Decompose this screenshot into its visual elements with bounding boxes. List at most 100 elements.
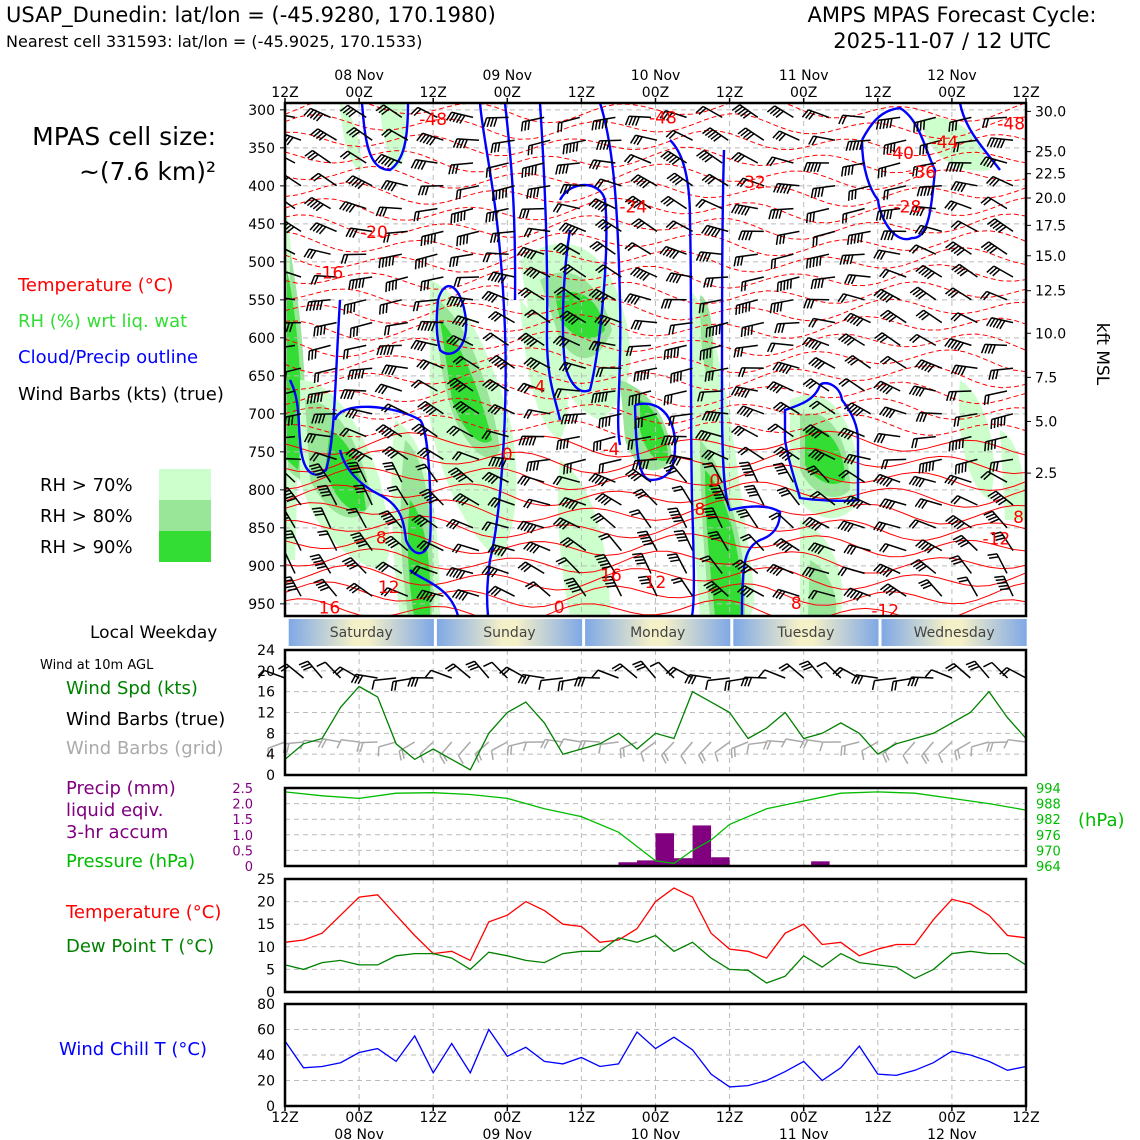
barb-flag: [814, 544, 822, 554]
barb-shaft: [487, 521, 509, 529]
barb-flag: [989, 137, 996, 148]
upper-wind-barb: [483, 116, 509, 128]
barb-flag: [600, 295, 609, 303]
barb-flag: [420, 160, 427, 171]
barb-flag: [814, 341, 822, 351]
y-tick-label: 10: [257, 940, 275, 956]
barb-flag: [453, 297, 459, 307]
barb-flag: [597, 392, 602, 403]
barb-shaft: [777, 230, 800, 237]
barb-flag: [449, 257, 453, 268]
barb-flag: [339, 201, 346, 210]
barb-flag: [382, 304, 385, 314]
barb-shaft: [415, 253, 438, 261]
barb-flag: [879, 543, 886, 552]
upper-wind-barb: [668, 413, 693, 427]
barb-flag: [663, 464, 673, 470]
barb-flag: [811, 429, 820, 437]
upper-wind-barb: [342, 344, 367, 360]
barb-flag: [703, 278, 707, 288]
barb-shaft: [885, 268, 907, 278]
barb-flag: [781, 323, 785, 333]
barb-flag: [532, 545, 540, 554]
upper-wind-barb: [348, 276, 373, 290]
barb-flag: [781, 665, 790, 672]
surface-wind-barb-grid: [762, 739, 786, 751]
upper-wind-barb: [879, 355, 907, 369]
barb-flag: [457, 755, 464, 765]
barb-flag: [674, 436, 679, 446]
upper-wind-barb: [416, 359, 444, 371]
barb-flag: [996, 138, 1002, 148]
upper-wind-barb: [594, 553, 617, 574]
barb-flag: [957, 342, 964, 351]
barb-flag: [732, 559, 741, 566]
barb-flag: [423, 493, 434, 499]
barb-flag: [920, 186, 924, 197]
barb-flag: [775, 110, 784, 118]
top-day-label: 11 Nov: [779, 68, 829, 84]
barb-flag: [912, 166, 915, 177]
barb-flag: [985, 513, 995, 519]
barb-shaft: [848, 230, 871, 237]
barb-flag: [321, 739, 327, 749]
barb-flag: [627, 470, 637, 478]
barb-shaft: [957, 312, 978, 324]
barb-flag: [526, 499, 533, 509]
barb-flag: [998, 499, 1007, 506]
barb-flag: [559, 310, 568, 318]
barb-flag: [666, 172, 676, 180]
barb-shaft: [344, 389, 367, 392]
barb-shaft: [848, 453, 871, 461]
barb-flag: [319, 300, 323, 310]
barb-flag: [474, 753, 480, 763]
barb-flag: [481, 430, 489, 439]
barb-flag: [387, 520, 397, 526]
barb-shaft: [486, 252, 509, 255]
barb-flag: [808, 135, 815, 145]
upper-wind-barb: [632, 488, 658, 506]
upper-wind-barb: [481, 290, 509, 303]
precip-panel-frame: [283, 786, 1028, 868]
temperature-contour-label: -48: [997, 115, 1025, 135]
upper-wind-barb: [945, 161, 972, 173]
upper-wind-barb: [744, 484, 765, 506]
barb-shaft: [700, 429, 723, 438]
barb-flag: [742, 536, 752, 542]
upper-wind-barb: [346, 582, 373, 597]
barb-flag: [737, 367, 743, 378]
barb-flag: [445, 111, 453, 121]
surface-wind-barb-true: [924, 669, 953, 679]
barb-flag: [416, 211, 420, 221]
upper-wind-barb: [879, 406, 907, 419]
barb-flag: [678, 539, 688, 542]
precip-bar: [636, 860, 656, 866]
barb-flag: [312, 468, 323, 473]
upper-wind-barb: [986, 137, 1014, 149]
barb-flag: [876, 522, 883, 532]
barb-flag: [416, 447, 426, 455]
barb-shaft: [902, 741, 916, 757]
barb-flag: [543, 739, 550, 749]
barb-flag: [532, 362, 541, 370]
barb-shaft: [878, 432, 901, 438]
upper-wind-barb: [631, 458, 658, 471]
barb-flag: [459, 235, 462, 246]
upper-wind-barb: [595, 264, 622, 278]
barb-flag: [493, 406, 502, 415]
barb-shaft: [600, 741, 619, 746]
barb-shaft: [745, 127, 765, 141]
barb-flag: [487, 497, 495, 506]
barb-flag: [980, 344, 986, 354]
barb-flag: [634, 663, 644, 669]
upper-wind-barb: [416, 589, 444, 603]
barb-flag: [806, 162, 812, 172]
barb-shaft: [318, 554, 332, 574]
barb-shaft: [567, 264, 587, 278]
upper-wind-barb: [594, 178, 622, 189]
barb-flag: [778, 541, 788, 549]
barb-flag: [710, 487, 721, 491]
barb-flag: [382, 461, 393, 465]
barb-flag: [526, 268, 535, 276]
barb-flag: [414, 516, 423, 524]
